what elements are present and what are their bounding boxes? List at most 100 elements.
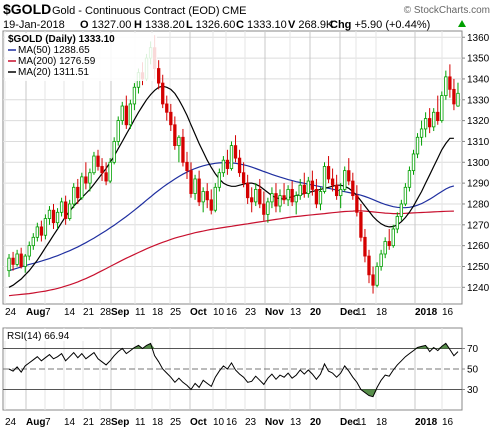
candle <box>47 206 52 225</box>
candle <box>201 187 205 213</box>
candle-body <box>229 145 234 169</box>
candle-body <box>395 216 399 230</box>
candle-body <box>169 111 173 126</box>
candle <box>100 158 104 182</box>
candle <box>456 82 460 107</box>
legend-title: $GOLD (Daily) 1333.10 <box>8 34 115 45</box>
candle <box>221 156 226 177</box>
candle-body <box>104 172 108 182</box>
candle <box>88 168 92 192</box>
candle-body <box>205 191 209 201</box>
candle <box>19 247 23 269</box>
candle <box>258 178 262 209</box>
candle <box>310 170 315 196</box>
candle <box>448 64 452 98</box>
candle <box>35 222 39 242</box>
candle <box>217 168 221 192</box>
price-tick-label: 1260 <box>467 241 490 252</box>
candle <box>104 162 108 186</box>
price-tick-label: 1270 <box>467 220 490 231</box>
candle-body <box>157 68 161 84</box>
candle-body <box>282 195 286 201</box>
candle <box>197 170 201 207</box>
candle-body <box>128 103 133 126</box>
date-tick-label: 14 <box>64 417 76 428</box>
candle <box>43 214 48 240</box>
candle <box>185 151 189 179</box>
date-tick-label: 16 <box>226 417 238 428</box>
candle <box>411 149 416 175</box>
candle <box>379 249 383 271</box>
candle-body <box>217 172 221 188</box>
candle-body <box>181 136 185 163</box>
candle <box>213 183 217 213</box>
candle <box>415 133 420 159</box>
candle-body <box>124 105 128 126</box>
quote-date: 19-Jan-2018 <box>3 19 65 31</box>
candle-body <box>262 203 266 215</box>
date-tick-label: 21 <box>83 417 95 428</box>
candle-body <box>355 195 359 213</box>
date-axis-top: 24 Aug 7 14 21 28 Sep 11 18 25 Oct 10 16 23 Nov 13 20 Dec… <box>5 307 454 318</box>
candle <box>7 253 11 277</box>
rsi-axis: 30 50 70 <box>462 344 479 396</box>
date-tick-label: 21 <box>83 307 95 318</box>
date-axis-bottom: 24 Aug 7 14 21 28 Sep 11 18 25 Oct 10 16 23 Nov 13 20 Dec… <box>5 417 454 428</box>
quote-row: O 1327.00 H 1338.20 L 1326.60 C 1333.10 V 26… <box>80 19 466 31</box>
candle <box>96 149 100 171</box>
candle <box>351 172 355 200</box>
candle-body <box>132 86 137 105</box>
candle <box>363 228 367 263</box>
rsi-grid <box>3 328 462 410</box>
candle-body <box>31 236 35 247</box>
candle-body <box>456 92 460 107</box>
candle <box>229 141 234 171</box>
quote-v: V 268.9K <box>288 19 334 31</box>
candle-body <box>35 226 39 238</box>
candle-body <box>250 197 254 203</box>
candle-body <box>177 136 181 147</box>
candle <box>423 112 428 138</box>
date-tick-label: 13 <box>290 417 302 428</box>
candle-body <box>209 199 213 211</box>
price-tick-label: 1240 <box>467 283 490 294</box>
candle-body <box>84 176 88 184</box>
date-tick-label: 11 <box>135 307 146 318</box>
candle <box>407 166 412 192</box>
candle <box>51 203 56 229</box>
candle <box>165 95 169 121</box>
candle-body <box>432 111 436 128</box>
candle <box>322 162 327 194</box>
legend-item: MA(200) 1276.59 <box>18 56 96 67</box>
candle-body <box>96 155 100 167</box>
price-axis: 1240 1250 1260 1270 1280 1290 1300 1310 1320 1330… <box>462 33 490 294</box>
date-tick-label: 23 <box>245 307 257 318</box>
candle <box>11 251 15 271</box>
candle-body <box>80 176 84 199</box>
date-tick-label: Sep <box>111 417 129 428</box>
candle <box>440 91 444 123</box>
candle <box>31 233 35 250</box>
candle-body <box>294 195 298 203</box>
price-panel-frame <box>2 30 463 305</box>
candle <box>278 189 282 213</box>
price-tick-label: 1250 <box>467 262 490 273</box>
candle-body <box>51 209 56 224</box>
candle-body <box>318 191 323 205</box>
candle <box>132 83 137 111</box>
candle <box>181 128 185 167</box>
symbol-title: $GOLD <box>3 1 51 17</box>
date-tick-label: 2018 <box>415 307 438 318</box>
candle-body <box>322 166 327 192</box>
candle-body <box>440 95 444 122</box>
date-tick-label: 25 <box>170 307 182 318</box>
candle <box>294 191 298 215</box>
candle <box>177 135 181 163</box>
candle-body <box>334 184 339 197</box>
date-tick-label: 16 <box>442 307 454 318</box>
candle <box>173 116 177 150</box>
date-tick-label: Aug <box>26 417 45 428</box>
rsi-tick-label: 70 <box>467 344 479 355</box>
candle <box>419 120 424 146</box>
